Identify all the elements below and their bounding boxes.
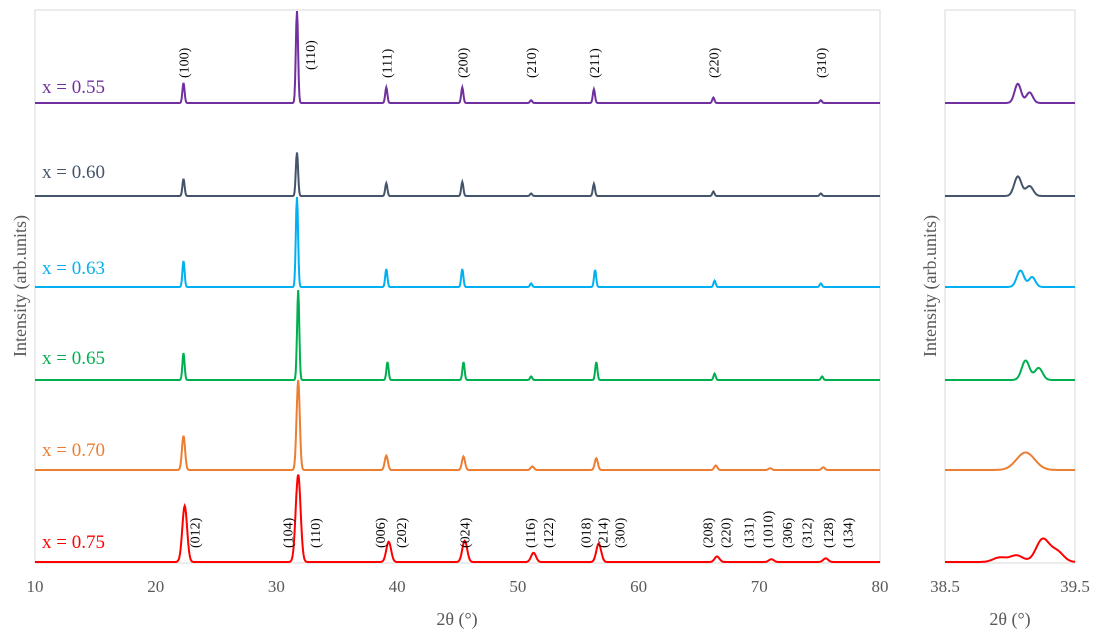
bottom-hkl-116: (116) bbox=[524, 518, 539, 548]
top-hkl-211: (211) bbox=[588, 48, 603, 78]
bottom-hkl-220: (220) bbox=[720, 517, 735, 548]
bottom-hkl-024: (024) bbox=[459, 517, 474, 548]
bottom-hkl-annotations: (012) (104) (110) (006) (202) (024) (116) (122)… bbox=[188, 510, 856, 548]
bottom-hkl-1010: (1010) bbox=[762, 510, 777, 548]
zoom-x-axis-label: 2θ (°) bbox=[989, 609, 1030, 630]
top-hkl-annotations: (100) (110) (111) (200) (210) (211) (220) (310) bbox=[178, 40, 830, 78]
xrd-curve-x-0-75 bbox=[35, 474, 880, 563]
zoom-x-tick-labels: 38.5 39.5 bbox=[930, 577, 1090, 596]
zoom-curve-x-0-65 bbox=[945, 359, 1075, 381]
bottom-hkl-300: (300) bbox=[613, 517, 628, 548]
series-label-x-0-60: x = 0.60 bbox=[42, 162, 105, 183]
main-x-tick-labels: 10 20 30 40 50 60 70 80 bbox=[27, 577, 889, 596]
main-x-tick-50: 50 bbox=[509, 577, 526, 596]
main-x-tick-80: 80 bbox=[872, 577, 889, 596]
zoom-curve-x-0-63 bbox=[945, 269, 1075, 288]
bottom-hkl-104: (104) bbox=[281, 517, 296, 548]
bottom-hkl-131: (131) bbox=[742, 517, 757, 548]
main-series-group bbox=[35, 10, 880, 563]
top-hkl-110: (110) bbox=[304, 40, 319, 70]
main-x-tick-60: 60 bbox=[630, 577, 647, 596]
zoom-xrd-panel: 38.5 39.5 2θ (°) Intensity (arb.units) bbox=[920, 9, 1090, 630]
main-x-tick-20: 20 bbox=[147, 577, 164, 596]
zoom-x-tick-38-5: 38.5 bbox=[930, 577, 960, 596]
series-label-x-0-63: x = 0.63 bbox=[42, 258, 105, 279]
series-label-x-0-55: x = 0.55 bbox=[42, 77, 105, 98]
bottom-hkl-312: (312) bbox=[800, 517, 815, 548]
bottom-hkl-208: (208) bbox=[701, 517, 716, 548]
main-series-labels: x = 0.55 x = 0.60 x = 0.63 x = 0.65 x = 0.70… bbox=[42, 77, 105, 553]
zoom-y-axis-label: Intensity (arb.units) bbox=[920, 215, 941, 357]
bottom-hkl-122: (122) bbox=[542, 517, 557, 548]
zoom-series-group bbox=[945, 82, 1076, 563]
top-hkl-210: (210) bbox=[525, 47, 540, 78]
bottom-hkl-006: (006) bbox=[374, 517, 389, 548]
xrd-curve-x-0-70 bbox=[35, 379, 880, 471]
bottom-hkl-306: (306) bbox=[781, 517, 796, 548]
bottom-hkl-018: (018) bbox=[580, 517, 595, 548]
zoom-curve-x-0-75 bbox=[945, 537, 1076, 563]
xrd-curve-x-0-63 bbox=[35, 196, 880, 288]
main-x-tick-70: 70 bbox=[751, 577, 768, 596]
bottom-hkl-128: (128) bbox=[822, 517, 837, 548]
zoom-curve-x-0-60 bbox=[945, 175, 1075, 197]
zoom-curve-x-0-55 bbox=[945, 82, 1075, 104]
bottom-hkl-214: (214) bbox=[596, 517, 611, 548]
bottom-hkl-110: (110) bbox=[309, 518, 324, 548]
bottom-hkl-202: (202) bbox=[395, 517, 410, 548]
series-label-x-0-70: x = 0.70 bbox=[42, 440, 105, 461]
xrd-curve-x-0-65 bbox=[35, 289, 880, 381]
main-xrd-panel: x = 0.55 x = 0.60 x = 0.63 x = 0.65 x = 0.70… bbox=[10, 9, 889, 630]
top-hkl-111: (111) bbox=[380, 48, 395, 78]
series-label-x-0-75: x = 0.75 bbox=[42, 532, 105, 553]
main-x-tick-10: 10 bbox=[27, 577, 44, 596]
top-hkl-220: (220) bbox=[707, 47, 722, 78]
xrd-curve-x-0-60 bbox=[35, 152, 880, 197]
main-x-tick-40: 40 bbox=[389, 577, 406, 596]
main-x-axis-label: 2θ (°) bbox=[436, 609, 477, 630]
xrd-curve-x-0-55 bbox=[35, 10, 880, 104]
top-hkl-200: (200) bbox=[456, 47, 471, 78]
main-x-tick-30: 30 bbox=[268, 577, 285, 596]
zoom-curve-x-0-70 bbox=[945, 451, 1075, 471]
top-hkl-310: (310) bbox=[815, 47, 830, 78]
zoom-x-tick-39-5: 39.5 bbox=[1060, 577, 1090, 596]
main-y-axis-label: Intensity (arb.units) bbox=[10, 215, 31, 357]
bottom-hkl-012: (012) bbox=[188, 517, 203, 548]
series-label-x-0-65: x = 0.65 bbox=[42, 348, 105, 369]
bottom-hkl-134: (134) bbox=[841, 517, 856, 548]
top-hkl-100: (100) bbox=[178, 47, 193, 78]
